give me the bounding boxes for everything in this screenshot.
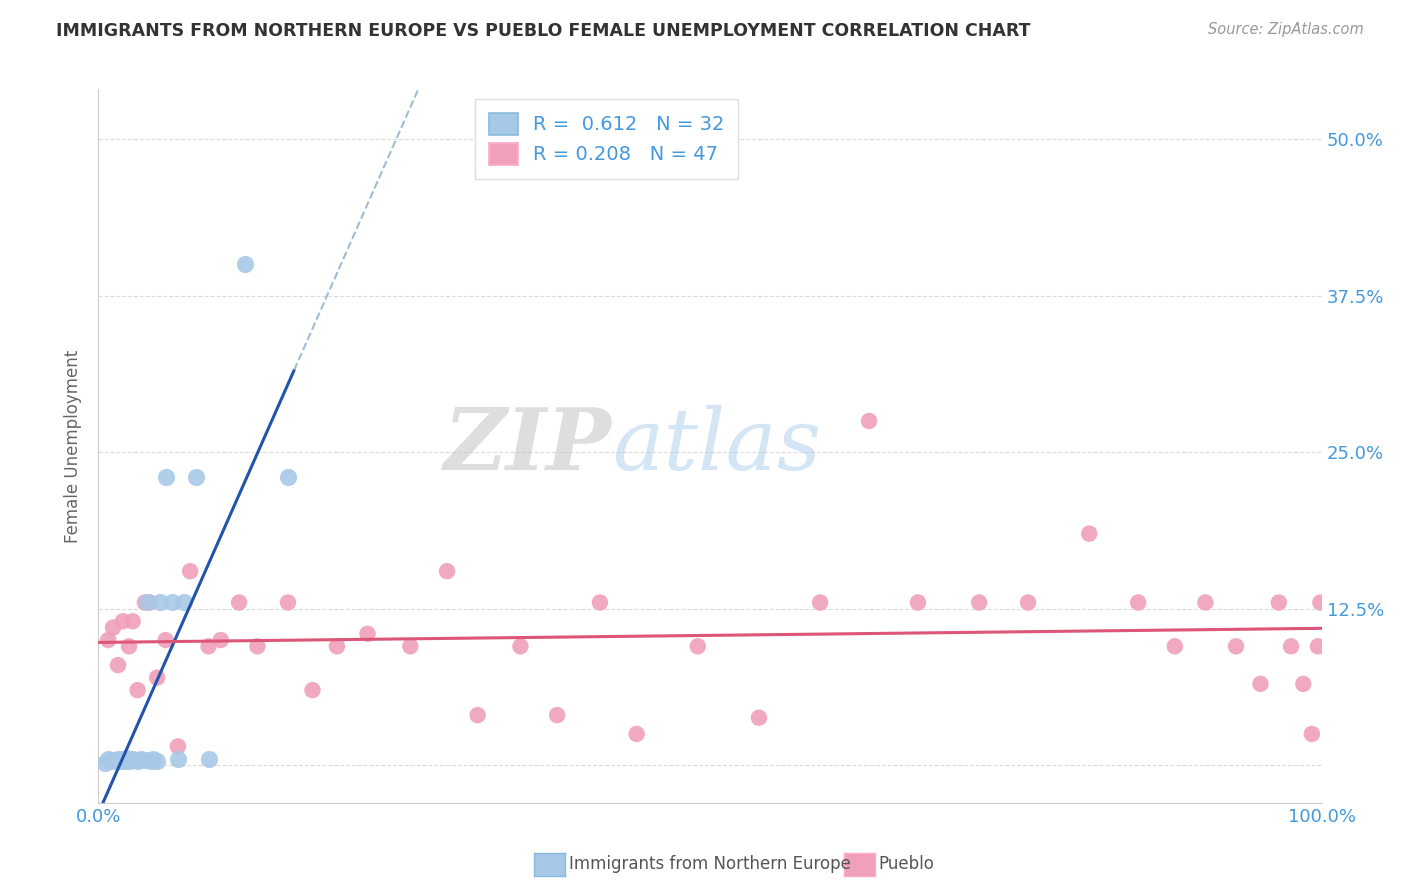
Point (93, 756, 115, 770)
Point (111, 752, 134, 766)
Point (1279, 640, 1302, 654)
Point (101, 753, 124, 767)
Point (127, 755, 149, 769)
Point (149, 595, 172, 609)
Point (155, 633, 177, 648)
Point (105, 755, 128, 769)
Point (467, 708, 489, 723)
Y-axis label: Female Unemployment: Female Unemployment (65, 350, 83, 542)
Point (134, 595, 156, 609)
Text: atlas: atlas (612, 405, 821, 487)
Point (1292, 677, 1315, 691)
Point (167, 752, 190, 766)
Point (167, 739, 190, 754)
Point (197, 640, 219, 654)
Point (808, 595, 831, 609)
Point (967, 595, 990, 609)
Point (1164, 640, 1187, 654)
Point (301, 683, 323, 698)
Point (748, 711, 770, 725)
Point (509, 640, 531, 654)
Point (139, 755, 162, 769)
Point (1306, 640, 1329, 654)
Point (111, 614, 134, 628)
Point (356, 627, 378, 641)
Point (146, 671, 169, 685)
Point (277, 595, 299, 609)
Point (233, 257, 256, 271)
Point (100, 755, 122, 769)
Point (686, 640, 709, 654)
Point (1309, 595, 1331, 609)
Point (118, 753, 141, 767)
Point (436, 564, 458, 578)
Text: Source: ZipAtlas.com: Source: ZipAtlas.com (1208, 22, 1364, 37)
Point (1078, 526, 1101, 541)
Point (142, 752, 165, 766)
Point (110, 753, 132, 767)
Text: Pueblo: Pueblo (879, 855, 935, 873)
Point (121, 614, 143, 628)
Point (228, 595, 250, 609)
Point (399, 640, 422, 654)
Point (1128, 595, 1150, 609)
Point (246, 640, 269, 654)
Point (134, 753, 156, 767)
Point (1301, 727, 1323, 741)
Text: Immigrants from Northern Europe: Immigrants from Northern Europe (569, 855, 851, 873)
Point (1017, 595, 1039, 609)
Point (97, 633, 120, 648)
Point (127, 683, 149, 698)
Point (114, 755, 136, 769)
Point (197, 752, 219, 766)
Point (1268, 595, 1291, 609)
Point (179, 564, 201, 578)
Point (907, 595, 929, 609)
Point (124, 753, 146, 767)
Point (1194, 595, 1216, 609)
Point (118, 640, 141, 654)
Point (121, 752, 143, 766)
Point (546, 708, 568, 723)
Point (120, 755, 142, 769)
Point (589, 595, 612, 609)
Point (1249, 677, 1271, 691)
Text: ZIP: ZIP (444, 404, 612, 488)
Point (858, 414, 880, 428)
Legend: R =  0.612   N = 32, R = 0.208   N = 47: R = 0.612 N = 32, R = 0.208 N = 47 (475, 99, 738, 178)
Point (136, 595, 159, 609)
Point (97, 752, 120, 766)
Point (626, 727, 648, 741)
Point (111, 755, 134, 769)
Text: IMMIGRANTS FROM NORTHERN EUROPE VS PUEBLO FEMALE UNEMPLOYMENT CORRELATION CHART: IMMIGRANTS FROM NORTHERN EUROPE VS PUEBL… (56, 22, 1031, 40)
Point (155, 470, 177, 484)
Point (186, 470, 208, 484)
Point (146, 755, 169, 769)
Point (326, 640, 349, 654)
Point (160, 595, 183, 609)
Point (209, 633, 232, 648)
Point (1225, 640, 1247, 654)
Point (129, 752, 152, 766)
Point (277, 470, 299, 484)
Point (173, 595, 195, 609)
Point (107, 658, 129, 673)
Point (139, 595, 162, 609)
Point (112, 753, 135, 767)
Point (107, 752, 129, 766)
Point (115, 750, 138, 764)
Point (101, 621, 124, 635)
